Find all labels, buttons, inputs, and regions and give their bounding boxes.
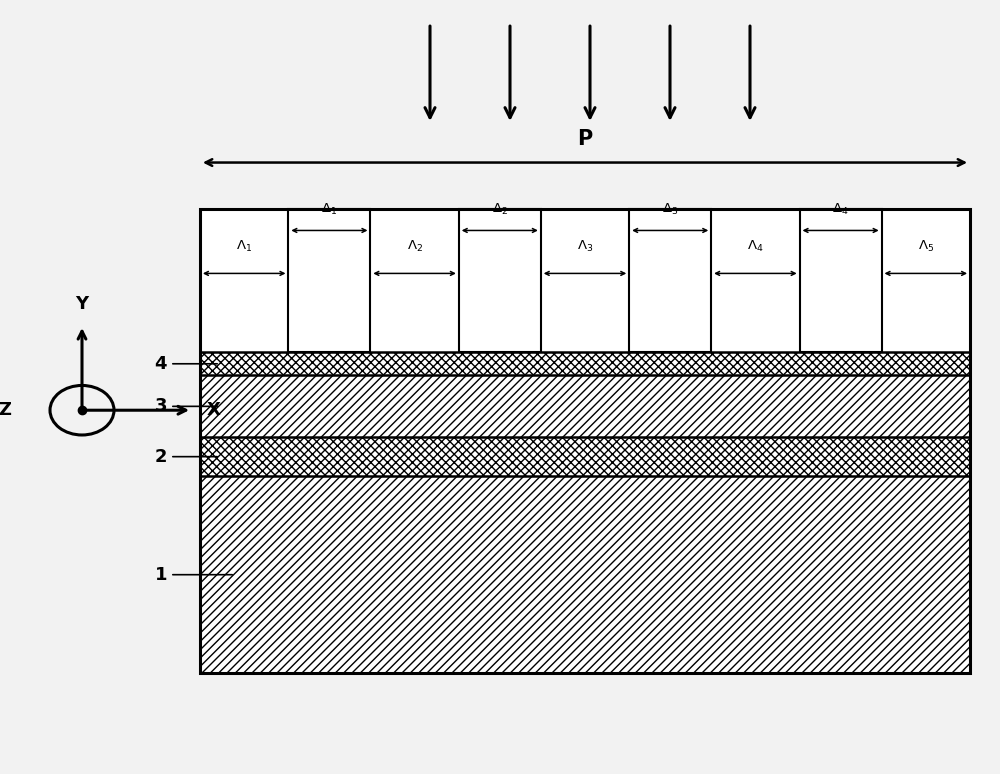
Text: $\Lambda_3$: $\Lambda_3$ xyxy=(577,239,593,254)
Text: 2: 2 xyxy=(154,447,167,466)
Bar xyxy=(800,209,882,352)
Bar xyxy=(629,209,711,352)
Text: 3: 3 xyxy=(154,397,167,416)
Text: X: X xyxy=(207,401,221,420)
Bar xyxy=(459,209,541,352)
Text: 1: 1 xyxy=(154,566,167,584)
Text: Z: Z xyxy=(0,401,11,420)
Bar xyxy=(200,437,970,476)
Text: $\Lambda_2$: $\Lambda_2$ xyxy=(407,239,423,254)
Text: 4: 4 xyxy=(154,354,167,373)
Text: $\Delta_2$: $\Delta_2$ xyxy=(492,201,508,217)
Bar xyxy=(200,476,970,673)
Text: Y: Y xyxy=(75,296,89,313)
Bar xyxy=(288,209,370,352)
Text: $\Delta_1$: $\Delta_1$ xyxy=(321,201,337,217)
Text: $\Lambda_5$: $\Lambda_5$ xyxy=(918,239,934,254)
Text: P: P xyxy=(577,128,593,149)
Bar xyxy=(200,352,970,375)
Bar xyxy=(200,375,970,437)
Bar xyxy=(200,209,970,352)
Text: $\Delta_3$: $\Delta_3$ xyxy=(662,201,678,217)
Text: $\Lambda_4$: $\Lambda_4$ xyxy=(747,239,764,254)
Text: $\Delta_4$: $\Delta_4$ xyxy=(832,201,849,217)
Text: $\Lambda_1$: $\Lambda_1$ xyxy=(236,239,252,254)
